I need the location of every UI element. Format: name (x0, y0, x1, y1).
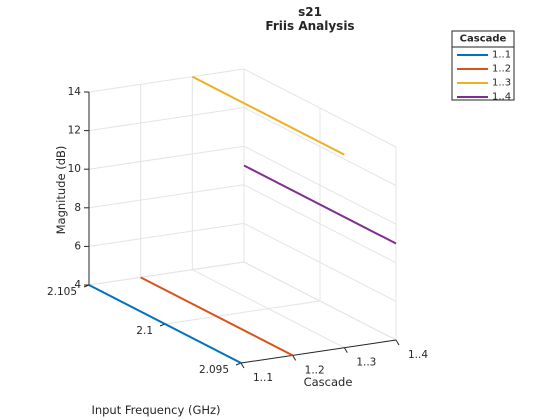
x-tick-label: 1..1 (253, 372, 273, 384)
grid-line (88, 68, 245, 93)
y-tick-label: 2.1 (136, 325, 153, 337)
grid-line (243, 261, 397, 341)
legend-box (451, 30, 515, 101)
axes-box (83, 91, 400, 369)
grid-line (88, 184, 245, 209)
z-tick-label: 10 (68, 163, 81, 175)
chart-title: s21 (298, 5, 322, 19)
x-tick-label: 1..3 (356, 357, 376, 369)
series-line (243, 164, 397, 245)
chart-subtitle: Friis Analysis (265, 19, 354, 33)
legend: Cascade 1..1 1..2 1..3 1..4 (451, 30, 515, 103)
grid (88, 68, 397, 364)
z-tick-label: 14 (68, 86, 82, 98)
series-line (140, 276, 294, 357)
y-tick-label: 2.095 (199, 364, 229, 376)
grid-line (88, 107, 245, 132)
grid-line (88, 145, 245, 170)
legend-entry-label: 1..1 (492, 50, 511, 61)
legend-entries: 1..1 1..2 1..3 1..4 (457, 50, 511, 103)
z-tick-label: 6 (74, 240, 81, 252)
grid-line (164, 300, 321, 325)
x-tick-label: 1..2 (305, 364, 325, 376)
grid-line (88, 261, 245, 286)
grid-line (88, 222, 245, 247)
legend-entry-label: 1..3 (492, 78, 511, 89)
x-tick-mark (395, 339, 400, 346)
x-tick-label: 1..4 (408, 349, 428, 361)
x-axis-line (240, 339, 397, 364)
grid-line (192, 269, 345, 349)
z-tick-label: 8 (74, 202, 81, 214)
x-tick-mark (292, 355, 297, 361)
x-axis-label: Cascade (304, 375, 353, 389)
y-tick-label: 2.105 (47, 286, 77, 298)
series-line (88, 284, 242, 364)
z-tick-label: 12 (68, 125, 81, 137)
z-tick-label: 4 (74, 279, 81, 291)
legend-title: Cascade (460, 34, 507, 45)
series-lines (88, 75, 397, 364)
series-line (191, 75, 345, 156)
z-axis-label: Magnitude (dB) (54, 146, 68, 235)
legend-entry-label: 1..4 (492, 92, 511, 103)
y-axis-label: Input Frequency (GHz) (91, 403, 220, 417)
legend-entry-label: 1..2 (492, 64, 511, 75)
x-tick-mark (343, 347, 348, 353)
x-tick-mark (240, 362, 245, 369)
